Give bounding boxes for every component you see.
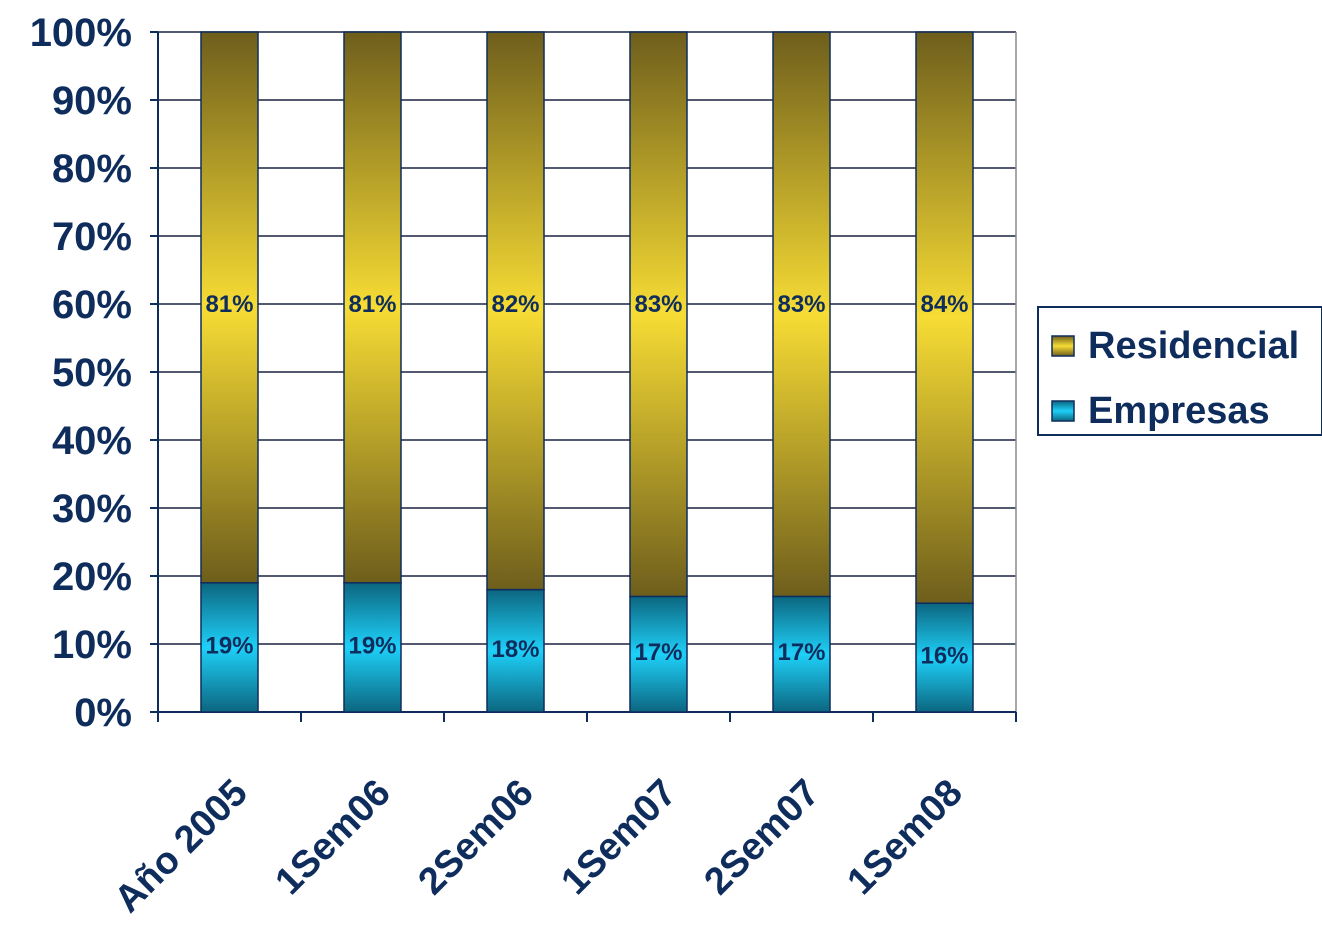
legend-label-empresas: Empresas [1088,390,1270,432]
legend-label-residencial: Residencial [1088,325,1299,367]
legend-swatch-empresas [1051,400,1075,422]
y-tick-label: 30% [52,487,132,531]
data-label-residencial: 84% [920,291,968,318]
data-label-residencial: 81% [348,291,396,318]
y-tick-label: 40% [52,419,132,463]
bar-empresas-0 [200,582,259,713]
x-category-label: 2Sem06 [411,772,542,903]
x-category-label: 1Sem06 [268,772,399,903]
bar-residencial-2 [486,31,545,591]
y-tick-label: 10% [52,623,132,667]
y-tick-label: 100% [30,11,132,55]
y-tick-label: 60% [52,283,132,327]
legend-swatch-residencial [1051,335,1075,357]
x-category-label: 1Sem08 [840,772,971,903]
data-label-empresas: 16% [920,643,968,670]
bar-empresas-1 [343,582,402,713]
bars [200,31,974,713]
data-label-residencial: 82% [491,291,539,318]
data-label-empresas: 17% [777,639,825,666]
x-axis-category-labels: Año 2005 1Sem06 2Sem06 1Sem07 2Sem07 1Sem08 [107,772,971,921]
data-label-empresas: 19% [348,632,396,659]
y-tick-label: 50% [52,351,132,395]
data-labels: 19% 81% 19% 81% 18% 82% 17% 83% 17% 83% 16% 84% [205,291,968,670]
x-category-label: 2Sem07 [697,772,828,903]
bar-empresas-5 [915,602,974,713]
data-label-empresas: 19% [205,632,253,659]
data-label-residencial: 81% [205,291,253,318]
y-tick-label: 70% [52,215,132,259]
legend: Residencial Empresas [1037,306,1322,436]
legend-box [1037,306,1322,436]
gridlines [158,31,1016,645]
bar-residencial-1 [343,31,402,584]
bar-empresas-3 [629,595,688,713]
x-category-label: 1Sem07 [554,772,685,903]
data-label-empresas: 18% [491,636,539,663]
y-tick-label: 80% [52,147,132,191]
data-label-residencial: 83% [634,291,682,318]
bar-residencial-0 [200,31,259,584]
bar-residencial-4 [772,31,831,598]
axes [150,31,1017,722]
y-tick-label: 20% [52,555,132,599]
bar-empresas-4 [772,595,831,713]
bar-residencial-3 [629,31,688,598]
data-label-residencial: 83% [777,291,825,318]
y-tick-label: 0% [74,691,132,735]
bar-residencial-5 [915,31,974,604]
y-axis-tick-labels: 0% 10% 20% 30% 40% 50% 60% 70% 80% 90% 100% [30,11,132,735]
x-category-label: Año 2005 [107,772,256,921]
data-label-empresas: 17% [634,639,682,666]
y-tick-label: 90% [52,79,132,123]
